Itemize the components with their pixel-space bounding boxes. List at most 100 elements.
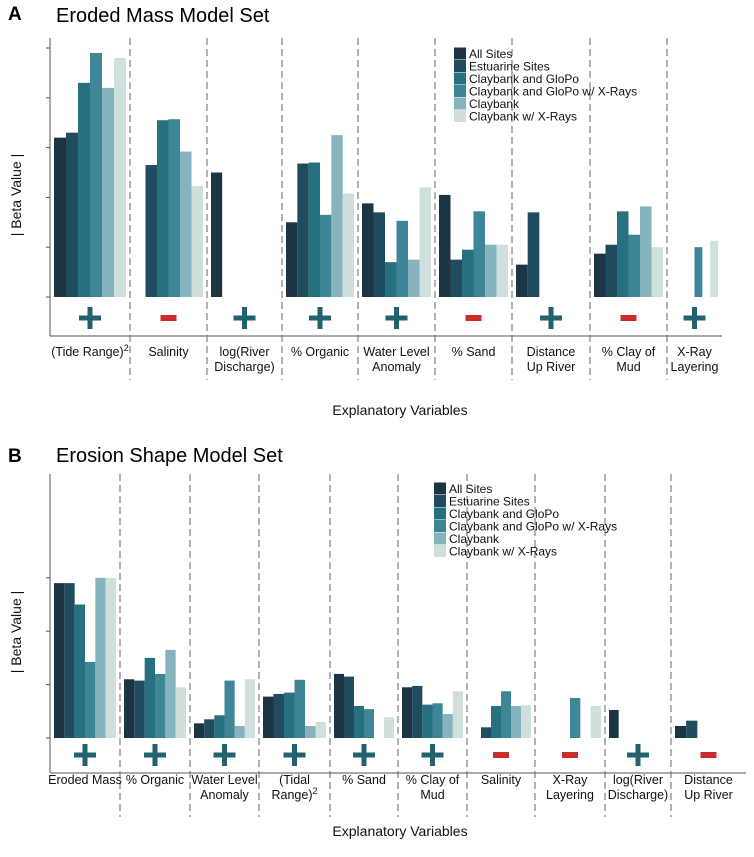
legend-swatch bbox=[454, 47, 466, 60]
bar-b-4-5 bbox=[384, 717, 394, 738]
panel-title-a: Eroded Mass Model Set bbox=[56, 5, 270, 27]
bar-a-1-3 bbox=[168, 119, 180, 298]
legend-swatch bbox=[454, 97, 466, 110]
bar-a-7-5 bbox=[651, 247, 663, 297]
plus-sign-bar bbox=[292, 744, 297, 766]
bar-a-5-0 bbox=[439, 194, 451, 297]
bar-b-5-1 bbox=[412, 685, 423, 738]
plus-sign-icon bbox=[540, 307, 562, 329]
bar-a-8-3 bbox=[694, 247, 703, 297]
minus-sign-icon bbox=[160, 315, 177, 321]
bar-b-2-0 bbox=[194, 723, 205, 738]
bar-b-2-3 bbox=[224, 680, 235, 738]
legend-swatch bbox=[454, 110, 466, 122]
bar-b-0-2 bbox=[74, 604, 85, 738]
category-label-line: (Tidal bbox=[279, 773, 310, 787]
legend-swatch bbox=[434, 495, 446, 507]
bar-b-3-5 bbox=[315, 721, 326, 738]
legend-swatch bbox=[434, 482, 446, 495]
bar-b-0-4 bbox=[95, 577, 106, 738]
bar-b-2-2 bbox=[214, 715, 225, 738]
panel-label-b: B bbox=[8, 446, 22, 467]
category-label-line: Layering bbox=[671, 360, 719, 374]
bar-a-3-1 bbox=[297, 163, 309, 297]
bar-b-1-2 bbox=[144, 657, 155, 738]
legend-swatch bbox=[454, 85, 466, 97]
legend-label: All Sites bbox=[469, 47, 512, 61]
legend-swatch bbox=[434, 532, 446, 545]
x-axis-title-a: Explanatory Variables bbox=[332, 402, 467, 418]
bar-b-2-1 bbox=[204, 719, 215, 738]
plus-sign-icon bbox=[421, 744, 444, 766]
category-label: log(River Discharge) bbox=[608, 773, 668, 802]
bar-a-5-2 bbox=[462, 249, 474, 297]
bar-a-3-3 bbox=[320, 214, 332, 297]
bar-b-6-4 bbox=[511, 705, 521, 738]
category-label-line: Salinity bbox=[481, 773, 522, 787]
category-label-line: Layering bbox=[546, 788, 594, 802]
plus-sign-bar bbox=[394, 307, 399, 329]
bar-b-5-4 bbox=[442, 713, 453, 738]
bar-a-4-0 bbox=[362, 203, 374, 297]
category-label: (Tide Range)2 bbox=[51, 343, 129, 359]
legend-label: Claybank w/ X-Rays bbox=[469, 110, 577, 124]
bar-a-2-0 bbox=[211, 172, 223, 297]
category-label-line: Up River bbox=[684, 788, 733, 802]
bar-a-3-5 bbox=[342, 193, 354, 297]
category-label: Salinity bbox=[148, 345, 189, 359]
category-label-line: log(River bbox=[219, 345, 269, 359]
category-label-line: Up River bbox=[527, 360, 576, 374]
plus-sign-icon bbox=[144, 744, 166, 766]
category-label-superscript: 2 bbox=[124, 343, 129, 353]
category-label-line: (Tide Range) bbox=[51, 345, 124, 359]
panel-a: A Eroded Mass Model Set | Beta Value | E… bbox=[8, 4, 722, 418]
bar-a-7-4 bbox=[640, 206, 652, 297]
category-label: Water Level Anomaly bbox=[363, 345, 429, 374]
plus-sign-bar bbox=[317, 307, 323, 329]
x-axis-title-b: Explanatory Variables bbox=[332, 823, 467, 839]
plus-sign-bar bbox=[692, 307, 697, 329]
category-label-line: % Sand bbox=[452, 345, 496, 359]
minus-sign-icon bbox=[562, 752, 578, 758]
category-label-line: Distance bbox=[527, 345, 576, 359]
legend-swatch bbox=[434, 545, 446, 557]
legend-swatch bbox=[454, 72, 466, 85]
plus-sign-bar bbox=[222, 744, 227, 766]
category-label: % Sand bbox=[342, 773, 386, 787]
legend-label: Claybank and GloPo bbox=[449, 507, 559, 521]
plus-sign-icon bbox=[79, 307, 101, 329]
bar-b-7-5 bbox=[590, 705, 601, 738]
category-label-line: Anomaly bbox=[200, 788, 249, 802]
legend-label: All Sites bbox=[449, 482, 492, 496]
plus-sign-icon bbox=[309, 307, 331, 329]
bar-b-1-0 bbox=[124, 679, 135, 738]
minus-sign-icon bbox=[620, 315, 637, 321]
bar-a-5-5 bbox=[496, 244, 508, 297]
plus-sign-icon bbox=[283, 744, 306, 766]
plus-sign-bar bbox=[87, 307, 93, 329]
bar-b-3-2 bbox=[284, 692, 295, 738]
category-label-line: Anomaly bbox=[372, 360, 421, 374]
bar-b-1-4 bbox=[165, 649, 176, 738]
bar-b-0-1 bbox=[64, 583, 75, 738]
bar-a-0-4 bbox=[102, 87, 114, 297]
bar-b-4-0 bbox=[334, 673, 344, 738]
category-label: % Clay of Mud bbox=[406, 773, 460, 802]
category-label-line: Water Level bbox=[191, 773, 257, 787]
legend-swatch bbox=[434, 520, 446, 532]
category-label: % Sand bbox=[452, 345, 496, 359]
category-label: X-Ray Layering bbox=[546, 773, 594, 802]
bar-a-7-3 bbox=[628, 234, 640, 297]
panel-label-a: A bbox=[8, 4, 22, 25]
plus-sign-bar bbox=[152, 744, 158, 766]
bar-b-9-0 bbox=[675, 725, 687, 738]
bar-b-5-2 bbox=[422, 704, 433, 738]
category-label-line: Mud bbox=[616, 360, 640, 374]
bar-a-1-1 bbox=[145, 165, 157, 297]
bar-b-7-3 bbox=[570, 697, 581, 738]
bar-b-3-4 bbox=[305, 725, 316, 738]
plus-sign-icon bbox=[233, 307, 256, 329]
category-label-line: log(River bbox=[613, 773, 663, 787]
category-label-line: Salinity bbox=[148, 345, 189, 359]
